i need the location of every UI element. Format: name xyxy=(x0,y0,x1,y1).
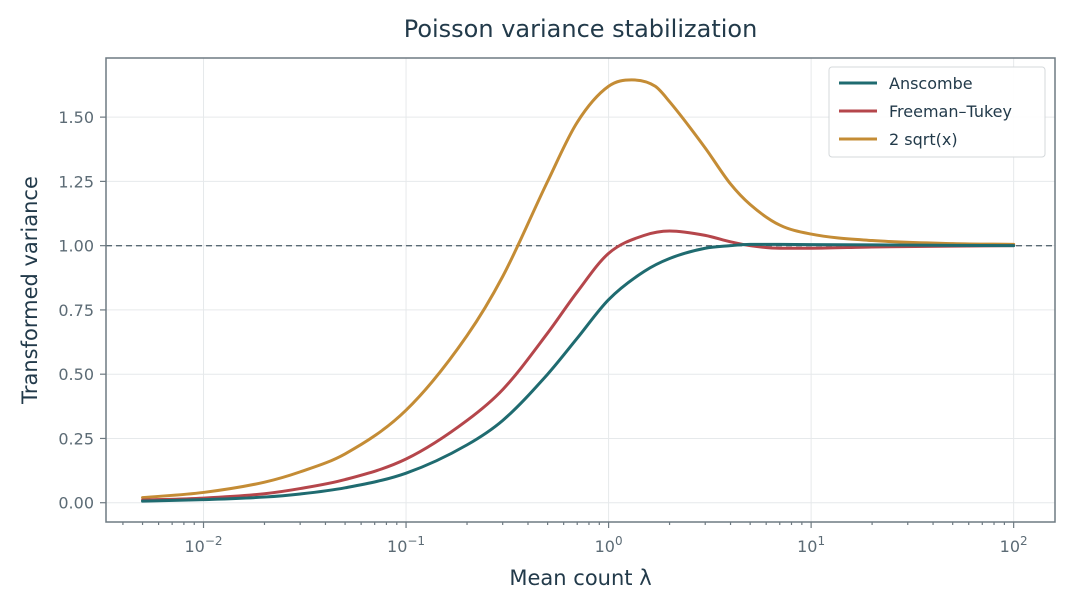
x-axis-label: Mean count λ xyxy=(509,566,651,590)
legend: Anscombe Freeman–Tukey 2 sqrt(x) xyxy=(828,66,1046,158)
legend-label: Anscombe xyxy=(889,74,973,93)
series-line-freeman-tukey xyxy=(141,229,1016,502)
y-tick-label: 0.25 xyxy=(58,429,94,448)
y-tick-label: 1.25 xyxy=(58,172,94,191)
y-tick-label: 0.50 xyxy=(58,365,94,384)
y-tick-label: 0.00 xyxy=(58,494,94,513)
x-tick-label: 101 xyxy=(797,534,825,556)
plot-frame xyxy=(105,57,1056,523)
x-tick-label: 10−2 xyxy=(184,534,222,556)
plot-series xyxy=(141,78,1016,503)
axis-ticks: 0.00 0.25 0.50 0.75 1.00 1.25 1.50 10−2 10−1 100 1… xyxy=(58,108,1027,556)
x-tick-label: 102 xyxy=(1000,534,1028,556)
legend-label: 2 sqrt(x) xyxy=(889,130,958,149)
legend-label: Freeman–Tukey xyxy=(889,102,1012,121)
y-axis-label: Transformed variance xyxy=(18,176,42,405)
y-tick-label: 0.75 xyxy=(58,301,94,320)
series-line-2-sqrt-x xyxy=(141,78,1016,500)
series-line-anscombe xyxy=(141,242,1016,503)
x-tick-label: 100 xyxy=(595,534,623,556)
y-tick-label: 1.00 xyxy=(58,237,94,256)
chart-title: Poisson variance stabilization xyxy=(404,15,758,43)
legend-box xyxy=(828,66,1046,158)
x-tick-label: 10−1 xyxy=(387,534,425,556)
y-tick-label: 1.50 xyxy=(58,108,94,127)
